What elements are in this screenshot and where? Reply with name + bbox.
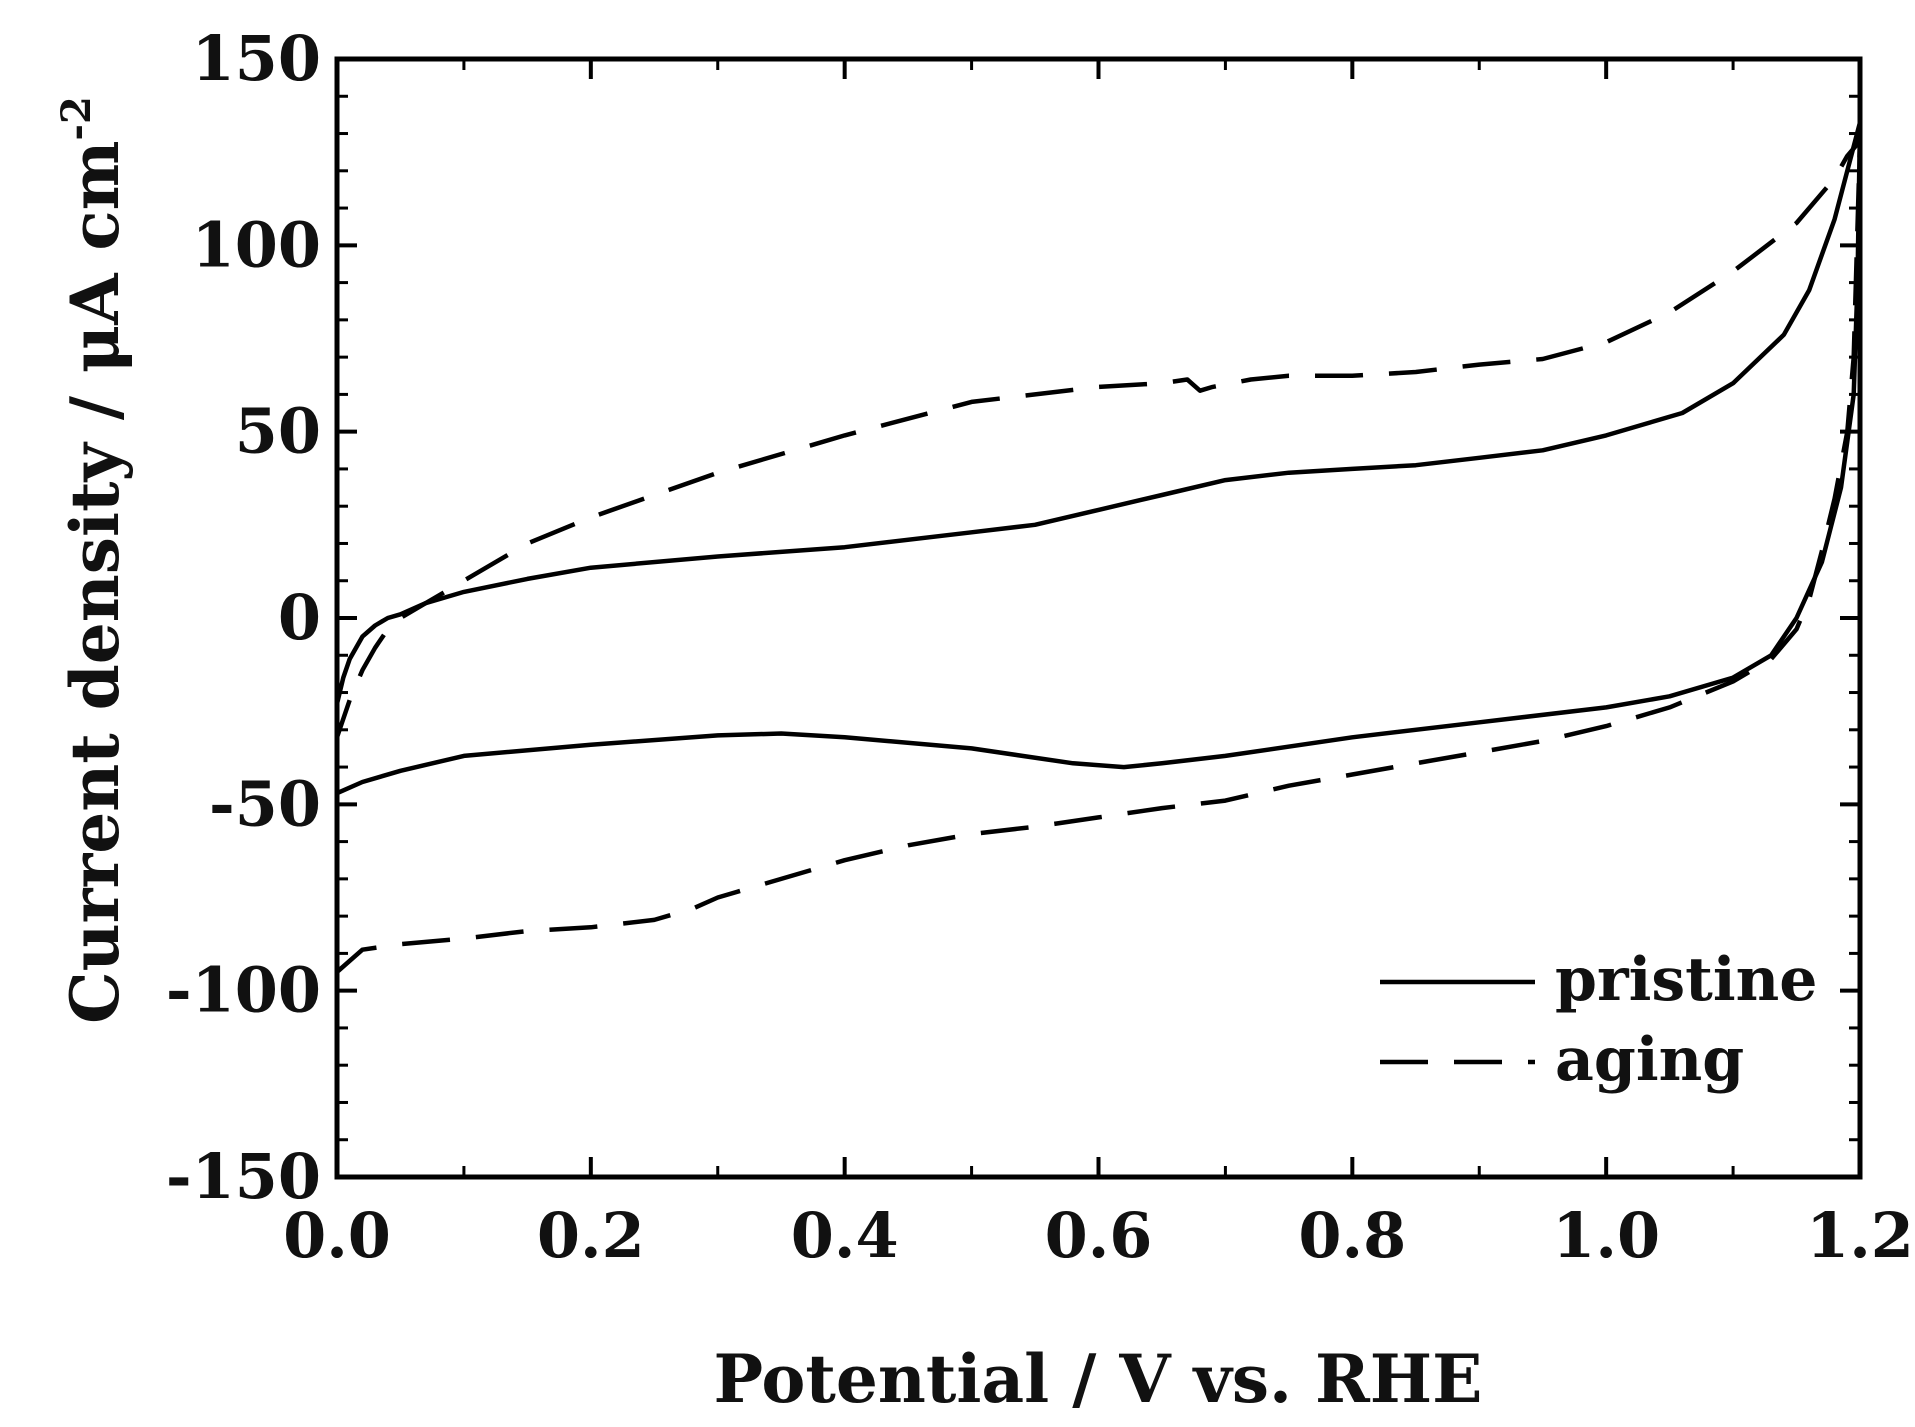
legend-label-aging: aging: [1555, 1025, 1744, 1095]
y-tick-label: -150: [166, 1140, 321, 1213]
y-tick-label: 0: [278, 581, 321, 654]
x-tick-label: 1.2: [1806, 1199, 1914, 1272]
tick-labels: 0.0 0.2 0.4 0.6 0.8 1.0 1.2 -150 -100 -50 0 50 100 15…: [166, 22, 1914, 1272]
y-axis-title-superscript: -2: [53, 96, 100, 140]
legend-label-pristine: pristine: [1555, 945, 1817, 1015]
y-tick-label: -100: [166, 954, 321, 1027]
x-tick-label: 0.2: [537, 1199, 645, 1272]
y-axis-title: Current density / μA cm-2: [53, 96, 134, 1024]
y-axis-title-main: Current density / μA cm: [56, 141, 134, 1024]
x-tick-label: 0.8: [1298, 1199, 1406, 1272]
series-group: [334, 120, 1863, 974]
legend: pristine aging: [1380, 945, 1817, 1095]
x-tick-label: 0.6: [1045, 1199, 1153, 1272]
x-tick-label: 0.0: [283, 1199, 391, 1272]
series-line-pristine: [334, 120, 1863, 796]
x-tick-label: 0.4: [791, 1199, 899, 1272]
y-tick-label: 100: [192, 208, 321, 281]
y-tick-label: 50: [235, 395, 321, 468]
series-line-aging: [334, 138, 1863, 974]
x-tick-label: 1.0: [1552, 1199, 1660, 1272]
x-axis-title: Potential / V vs. RHE: [714, 1340, 1483, 1418]
y-tick-label: 150: [192, 22, 321, 95]
y-tick-label: -50: [209, 767, 321, 840]
